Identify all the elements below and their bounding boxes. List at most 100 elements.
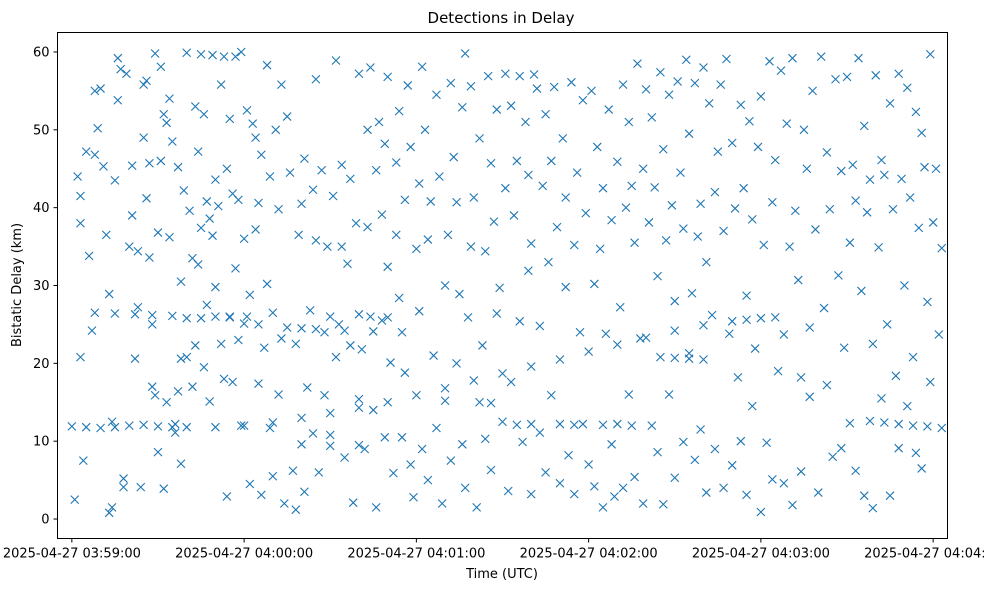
data-point [297,439,306,449]
data-point [176,277,186,286]
data-point [839,343,849,353]
data-point [90,150,100,160]
data-point [371,502,381,512]
data-point [558,133,568,143]
data-point [162,397,171,407]
data-point [208,50,217,60]
data-point [526,239,536,248]
data-point [724,329,734,339]
data-point [816,52,826,62]
data-point [742,490,751,500]
data-point [535,321,545,331]
data-point [848,160,858,170]
data-point [282,112,292,121]
data-point [656,67,665,77]
data-point [776,66,786,76]
data-point [127,211,137,220]
data-point [190,341,200,350]
data-point [265,423,275,433]
data-point [693,232,703,241]
x-tick-label: 2025-04-27 04:04:00 [864,547,984,562]
data-point [710,444,720,454]
data-point [322,242,332,251]
data-point [796,467,806,476]
data-point [541,109,550,119]
data-point [923,297,932,307]
data-point [397,327,407,337]
data-point [354,69,364,79]
data-point [302,383,312,392]
data-point [397,432,407,442]
data-point [116,64,126,74]
data-point [742,291,751,301]
data-point [254,198,263,208]
data-point [429,351,438,360]
data-point [811,225,820,234]
data-point [182,422,192,432]
data-point [736,100,746,110]
data-point [696,199,705,209]
y-tick-label: 0 [41,513,49,528]
data-point [354,309,364,319]
data-point [320,327,329,337]
data-point [469,193,479,202]
data-point [130,309,140,319]
data-point [699,355,708,364]
data-point [360,444,370,454]
data-point [205,397,215,406]
data-point [211,422,220,432]
data-point [320,390,329,400]
data-point [917,464,927,473]
data-point [506,377,516,387]
data-point [452,197,461,207]
data-point [176,459,186,469]
data-point [687,288,697,298]
data-point [578,419,588,429]
data-point [512,420,522,430]
x-tick-label: 2025-04-27 04:03:00 [692,547,830,562]
data-point [661,235,671,245]
data-point [409,492,418,502]
data-point [905,193,915,202]
data-point [610,492,619,501]
data-point [552,222,562,232]
data-point [205,214,215,223]
data-point [690,78,700,88]
data-point [256,150,266,160]
data-point [469,376,479,385]
data-point [406,142,416,152]
data-point [868,503,878,513]
series-0 [182,313,780,432]
data-point [305,306,315,315]
data-point [567,77,576,87]
data-point [90,308,100,318]
data-point [928,218,938,227]
data-point [460,49,470,58]
y-tick-label: 60 [33,45,50,60]
data-point [845,418,855,428]
data-point [799,125,809,135]
data-point [730,204,740,213]
data-point [658,144,668,154]
data-point [633,59,642,69]
data-point [400,368,410,378]
data-point [317,165,327,175]
data-point [76,191,85,201]
data-point [216,339,226,349]
data-point [879,418,889,427]
data-point [770,155,780,165]
data-point [678,224,688,234]
data-point [868,339,878,349]
data-point [894,419,904,429]
data-point [196,223,206,233]
data-point [254,379,263,388]
data-point [767,474,777,484]
y-axis: 0 10 20 30 40 50 60 [33,45,58,528]
data-point [104,508,114,518]
data-point [931,164,941,174]
data-point [196,49,206,59]
data-point [544,257,553,267]
data-point [328,191,338,201]
data-point [546,390,556,400]
data-point [239,421,249,431]
